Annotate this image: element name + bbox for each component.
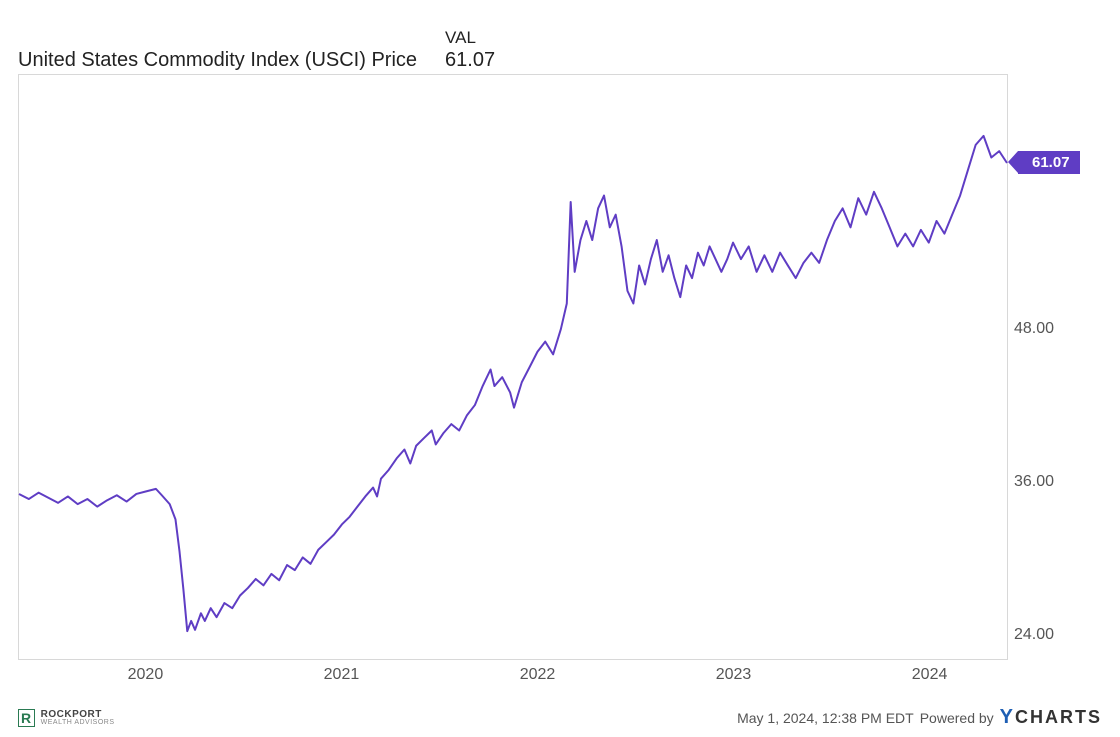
x-tick-label: 2024 [912,666,948,684]
x-axis: 2020 2021 2022 2023 2024 [18,666,1008,688]
rockport-mark-icon: R [18,709,35,727]
x-tick-label: 2022 [520,666,556,684]
rockport-sub: WEALTH ADVISORS [41,719,115,726]
chart-header: United States Commodity Index (USCI) Pri… [18,28,495,72]
timestamp: May 1, 2024, 12:38 PM EDT [737,710,914,726]
y-tick-label: 48.00 [1014,320,1054,338]
price-line [19,136,1007,631]
chart-plot-area [18,74,1008,660]
ycharts-text: CHARTS [1015,707,1102,728]
val-label: VAL [445,28,476,48]
powered-by-label: Powered by [920,710,994,726]
val-value: 61.07 [445,48,495,72]
chart-footer: R ROCKPORT WEALTH ADVISORS May 1, 2024, … [18,706,1102,729]
price-flag: 61.07 [1018,151,1080,174]
footer-right: May 1, 2024, 12:38 PM EDT Powered by YCH… [737,706,1102,729]
line-chart-svg [19,75,1007,659]
value-block: VAL 61.07 [445,28,495,72]
ycharts-logo: YCHARTS [1000,706,1102,729]
series-title: United States Commodity Index (USCI) Pri… [18,49,417,72]
x-tick-label: 2021 [324,666,360,684]
rockport-logo: R ROCKPORT WEALTH ADVISORS [18,709,115,727]
ycharts-y-icon: Y [1000,706,1015,729]
x-tick-label: 2020 [128,666,164,684]
price-flag-value: 61.07 [1032,154,1070,171]
y-tick-label: 36.00 [1014,473,1054,491]
x-tick-label: 2023 [716,666,752,684]
y-tick-label: 24.00 [1014,626,1054,644]
